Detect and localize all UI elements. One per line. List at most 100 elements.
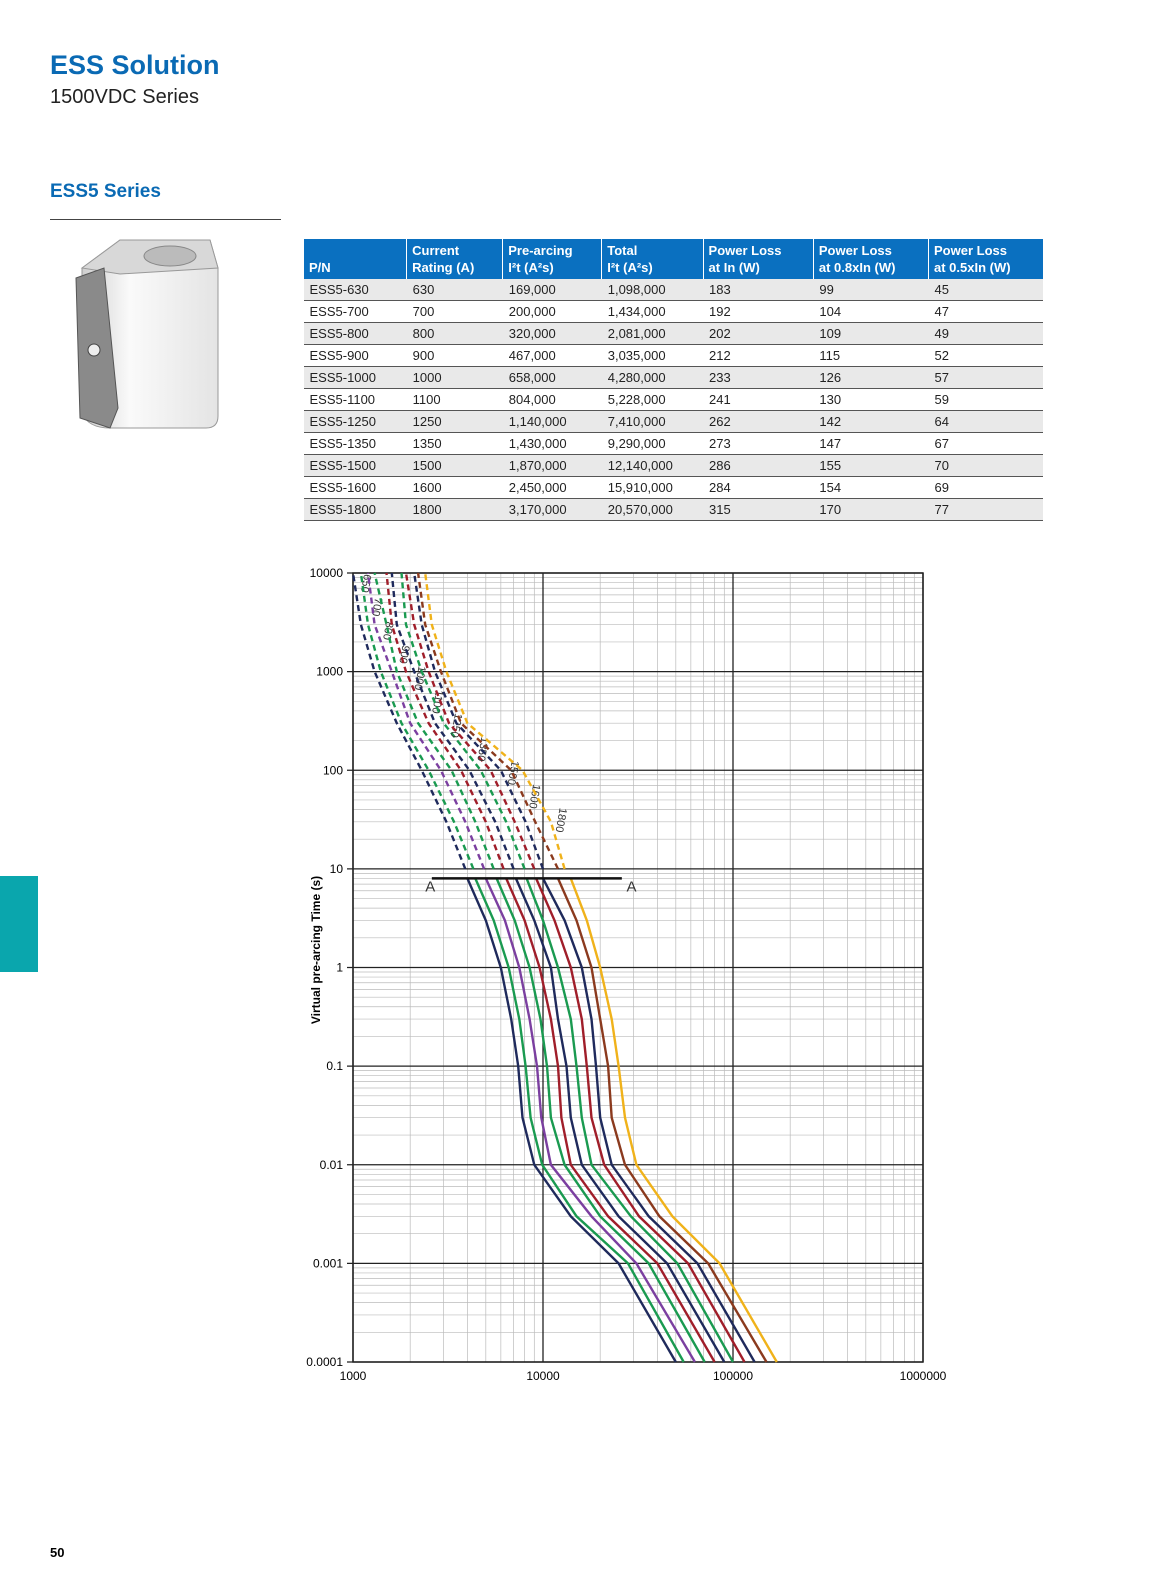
- table-cell: ESS5-1250: [303, 410, 407, 433]
- table-cell: 202: [703, 322, 814, 345]
- table-cell: 1350: [406, 432, 503, 455]
- curve-dashed: [390, 572, 515, 870]
- table-cell: 284: [703, 476, 814, 499]
- curve-dashed: [413, 572, 545, 870]
- table-cell: 47: [928, 300, 1043, 323]
- table-cell: ESS5-1100: [303, 388, 407, 411]
- table-cell: ESS5-630: [303, 279, 407, 301]
- table-cell: 467,000: [502, 344, 602, 367]
- table-cell: ESS5-800: [303, 322, 407, 345]
- table-cell: 57: [928, 366, 1043, 389]
- table-cell: 9,290,000: [601, 432, 704, 455]
- table-cell: ESS5-1500: [303, 454, 407, 477]
- curve-dashed: [359, 572, 475, 870]
- y-tick-label: 10: [330, 862, 344, 876]
- y-tick-label: 0.0001: [306, 1355, 343, 1369]
- curve-dashed: [385, 572, 505, 870]
- table-cell: 1,434,000: [601, 300, 704, 323]
- curve: [569, 877, 778, 1363]
- table-cell: 99: [813, 279, 929, 301]
- annotation: A: [626, 878, 636, 895]
- curve: [535, 877, 746, 1363]
- table-cell: 3,035,000: [601, 344, 704, 367]
- title: ESS Solution: [50, 50, 220, 80]
- table-cell: 804,000: [502, 388, 602, 411]
- table-row: ESS5-1000 1000 658,000 4,280,000 233 126 57: [303, 366, 1043, 389]
- table-cell: 12,140,000: [601, 454, 704, 477]
- table-cell: 69: [928, 476, 1043, 499]
- x-tick-label: 10000: [526, 1369, 560, 1383]
- table-cell: 630: [406, 279, 503, 301]
- table-cell: 315: [703, 498, 814, 521]
- chart: Virtual pre-arcing Time (s) 1000 10000 100…: [306, 566, 947, 1383]
- table-cell: 3,170,000: [502, 498, 602, 521]
- x-tick-label: 100000: [713, 1369, 753, 1383]
- curve: [484, 877, 696, 1363]
- curve: [541, 877, 756, 1363]
- curve: [495, 877, 706, 1363]
- side-tab: [0, 876, 38, 972]
- table-row: ESS5-900 900 467,000 3,035,000 212 115 52: [303, 344, 1043, 367]
- divider: [50, 219, 281, 220]
- table-cell: 200,000: [502, 300, 602, 323]
- table-cell: 212: [703, 344, 814, 367]
- table-cell: 155: [813, 454, 929, 477]
- y-tick-label: 0.1: [326, 1059, 343, 1073]
- curve-label: 1600: [526, 783, 542, 809]
- curve-label: 1800: [553, 807, 569, 833]
- y-axis-label: Virtual pre-arcing Time (s): [309, 876, 323, 1024]
- column-header: Power Loss at 0.8xIn (W): [812, 239, 929, 279]
- table-row: ESS5-1800 1800 3,170,000 20,570,000 315 170 77: [303, 498, 1043, 521]
- table-cell: 64: [928, 410, 1043, 433]
- column-header: Current Rating (A): [406, 239, 503, 279]
- table-cell: 658,000: [502, 366, 602, 389]
- table-cell: ESS5-1800: [303, 498, 407, 521]
- table-cell: 800: [406, 322, 503, 345]
- column-header: Pre-arcing I²t (A²s): [502, 239, 602, 279]
- curve: [474, 877, 685, 1363]
- table-cell: ESS5-1350: [303, 432, 407, 455]
- x-tick-label: 1000000: [900, 1369, 947, 1383]
- table-row: ESS5-1350 1350 1,430,000 9,290,000 273 147 67: [303, 432, 1043, 455]
- curve-label: 1000: [411, 665, 427, 691]
- table-cell: 1500: [406, 454, 503, 477]
- x-tick-label: 1000: [340, 1369, 367, 1383]
- table-cell: 1250: [406, 410, 503, 433]
- table-row: ESS5-1500 1500 1,870,000 12,140,000 286 155 70: [303, 454, 1043, 477]
- subtitle: 1500VDC Series: [50, 86, 199, 108]
- table-row: ESS5-700 700 200,000 1,434,000 192 104 47: [303, 300, 1043, 323]
- table-cell: 115: [813, 344, 929, 367]
- curve-dashed: [373, 572, 495, 870]
- product-image: [75, 239, 219, 429]
- y-tick-label: 10000: [310, 566, 344, 580]
- table-cell: 1,430,000: [502, 432, 602, 455]
- table-cell: 49: [928, 322, 1043, 345]
- curve-dashed: [416, 572, 560, 870]
- table-cell: 126: [813, 366, 929, 389]
- column-header: Power Loss at In (W): [702, 239, 814, 279]
- y-tick-label: 1: [336, 961, 343, 975]
- table-cell: 1800: [406, 498, 503, 521]
- table-cell: 286: [703, 454, 814, 477]
- table-cell: 1,870,000: [502, 454, 602, 477]
- table-cell: 5,228,000: [601, 388, 704, 411]
- curve-dashed: [351, 572, 467, 870]
- curve: [556, 877, 768, 1363]
- table-cell: 700: [406, 300, 503, 323]
- table-cell: 104: [813, 300, 929, 323]
- y-tick-label: 100: [323, 763, 343, 777]
- table-cell: 15,910,000: [601, 476, 704, 499]
- table-cell: 70: [928, 454, 1043, 477]
- table-cell: 109: [813, 322, 929, 345]
- table-cell: 77: [928, 498, 1043, 521]
- curve: [466, 877, 677, 1363]
- column-header: Total I²t (A²s): [601, 239, 704, 279]
- annotation: A: [425, 878, 435, 895]
- plot-frame: [352, 572, 924, 1363]
- table-cell: 147: [813, 432, 929, 455]
- page-number: 50: [50, 1545, 65, 1560]
- table-cell: 900: [406, 344, 503, 367]
- table-cell: 59: [928, 388, 1043, 411]
- table-row: ESS5-1100 1100 804,000 5,228,000 241 130 59: [303, 388, 1043, 411]
- curve-label: 1100: [429, 689, 445, 714]
